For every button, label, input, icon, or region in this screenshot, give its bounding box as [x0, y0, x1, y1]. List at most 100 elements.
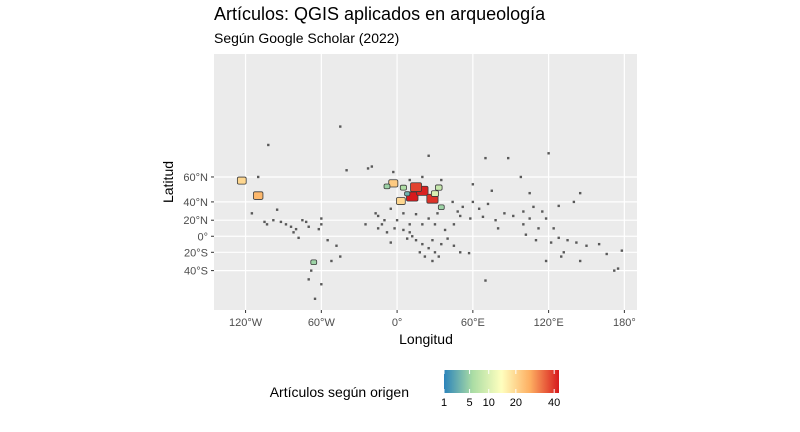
landmass: [436, 212, 439, 215]
landmass: [578, 191, 582, 195]
landmass: [421, 223, 424, 226]
legend-tick-label: 1: [441, 397, 447, 409]
landmass: [402, 228, 405, 232]
landmass: [467, 251, 471, 255]
x-axis-ticks: 120°W 60°W 0° 60°E 120°E 180°: [229, 310, 636, 329]
landmass: [385, 231, 389, 234]
landmass: [605, 252, 608, 256]
landmass: [534, 238, 538, 242]
landmass: [421, 175, 424, 179]
landmass: [374, 212, 377, 215]
region: [435, 184, 443, 191]
legend-tick-label: 10: [483, 397, 495, 409]
landmass: [437, 255, 440, 258]
landmass: [431, 259, 434, 263]
landmass: [284, 223, 288, 226]
region: [388, 179, 399, 188]
landmass: [597, 242, 601, 246]
landmass: [469, 217, 472, 220]
y-tick-label: 40°N: [183, 197, 208, 209]
landmass: [307, 225, 310, 228]
y-tick-label: 0°: [197, 231, 208, 243]
landmass: [620, 249, 624, 252]
landmass: [431, 238, 434, 242]
landmass: [451, 200, 454, 204]
regions-layer: [236, 176, 445, 265]
landmass: [339, 125, 342, 128]
landmass: [364, 223, 367, 226]
legend-tick-label: 40: [548, 397, 560, 409]
landmass: [440, 242, 443, 246]
landmass: [376, 214, 380, 218]
landmass: [616, 267, 620, 270]
landmass: [395, 219, 399, 222]
landmass: [481, 215, 485, 219]
landmass: [335, 244, 338, 247]
landmass: [613, 269, 616, 272]
landmass: [297, 236, 300, 240]
landmass: [557, 204, 560, 208]
y-axis-label: Latitud: [160, 161, 176, 203]
x-tick-label: 120°W: [229, 317, 263, 329]
landmass: [339, 255, 342, 258]
landmasses: [250, 125, 624, 300]
landmass: [408, 223, 411, 226]
landmass: [307, 278, 310, 281]
y-tick-label: 20°N: [183, 215, 208, 227]
landmass: [326, 238, 329, 242]
landmass: [414, 238, 418, 242]
landmass: [310, 269, 313, 272]
landmass: [477, 207, 481, 210]
landmass: [433, 251, 437, 254]
landmass: [494, 219, 497, 222]
landmass: [560, 255, 563, 258]
landmass: [423, 255, 427, 258]
landmass: [471, 200, 475, 204]
legend-ticks: 1 5 10 20 40: [441, 370, 560, 409]
landmass: [414, 213, 418, 216]
landmass: [446, 237, 449, 240]
y-tick-label: 20°S: [184, 247, 208, 259]
y-tick-label: 60°N: [183, 172, 208, 184]
landmass: [383, 219, 386, 222]
landmass: [392, 170, 395, 174]
landmass: [459, 251, 462, 254]
chart-subtitle: Según Google Scholar (2022): [214, 30, 399, 46]
region: [437, 204, 445, 210]
landmass: [578, 259, 582, 263]
landmass: [471, 183, 475, 186]
landmass: [484, 156, 487, 160]
landmass: [566, 238, 569, 242]
region: [399, 184, 407, 191]
landmass: [528, 217, 531, 220]
landmass: [524, 233, 528, 236]
legend-title: Artículos según origen: [270, 384, 409, 400]
landmass: [547, 152, 550, 155]
landmass: [486, 202, 490, 206]
landmass: [572, 200, 576, 204]
landmass: [313, 297, 317, 300]
region: [310, 259, 318, 265]
landmass: [443, 228, 447, 232]
landmass: [256, 175, 260, 179]
landmass: [459, 214, 462, 218]
landmass: [452, 244, 456, 247]
x-tick-label: 180°: [613, 317, 636, 329]
landmass: [522, 210, 525, 213]
map-panel: [214, 54, 637, 310]
landmass: [541, 210, 544, 213]
region: [410, 182, 422, 192]
landmass: [507, 156, 510, 160]
landmass: [484, 279, 487, 282]
landmass: [544, 259, 548, 263]
x-axis-label: Longitud: [399, 331, 453, 347]
landmass: [265, 223, 269, 226]
region: [236, 176, 247, 185]
landmass: [537, 227, 540, 230]
y-axis-ticks: 60°N 40°N 20°N 0° 20°S 40°S: [183, 172, 214, 278]
landmass: [544, 217, 548, 220]
landmass: [503, 212, 506, 215]
region: [253, 191, 264, 200]
landmass: [275, 208, 279, 211]
